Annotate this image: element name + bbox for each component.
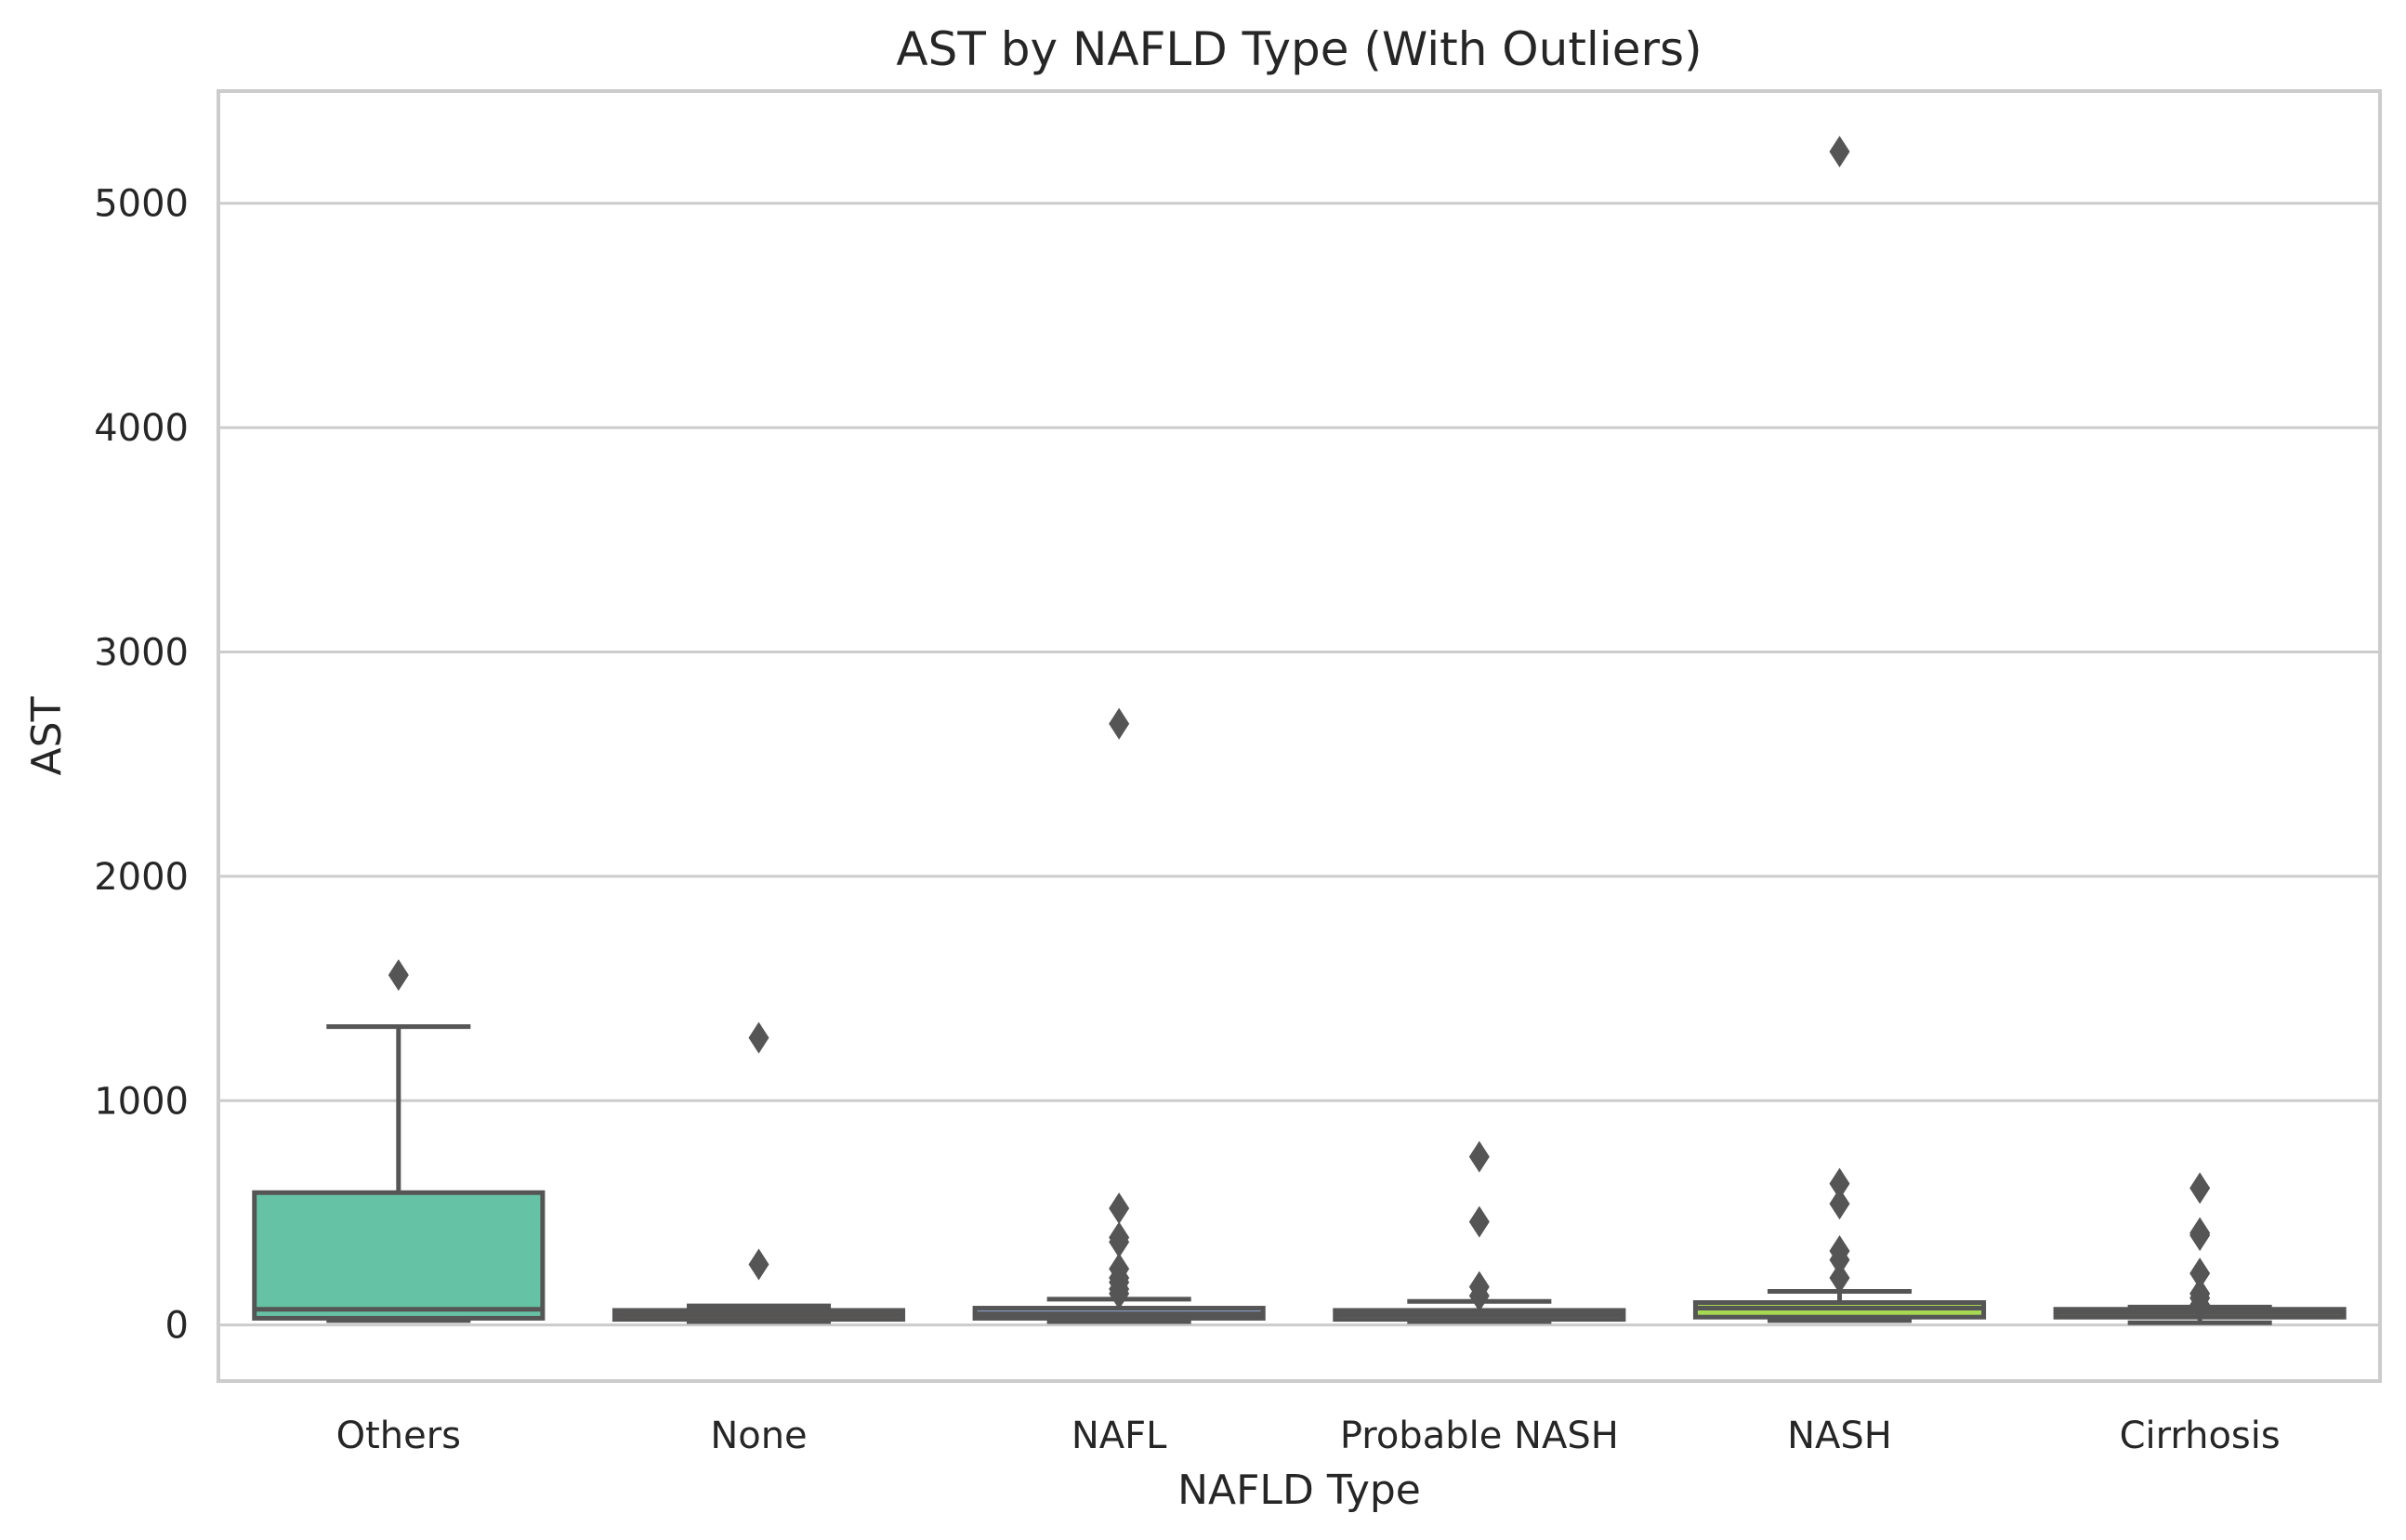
outlier-point <box>1109 1192 1130 1225</box>
outlier-point <box>748 1021 769 1054</box>
outlier-point <box>1829 1261 1850 1294</box>
outlier-point <box>1829 136 1850 168</box>
outlier-point <box>1109 1253 1130 1285</box>
x-tick-label: NAFL <box>1072 1415 1167 1457</box>
plot-frame <box>217 89 2382 1383</box>
x-axis-label: NAFLD Type <box>1177 1467 1421 1514</box>
x-tick-label: NASH <box>1787 1415 1892 1457</box>
box-group-cirrhosis <box>2053 1172 2347 1325</box>
y-axis-label: AST <box>23 696 71 775</box>
box-group-others <box>252 959 546 1323</box>
box-group-nash <box>1692 136 1987 1323</box>
outlier-point <box>1468 1270 1490 1303</box>
x-tick-label: None <box>710 1415 807 1457</box>
x-tick-labels: Others None NAFL Probable NASH NASH Cirrhosis <box>336 1415 2281 1457</box>
y-tick-label: 0 <box>165 1305 189 1348</box>
y-tick-label: 3000 <box>94 631 189 674</box>
box-group-none <box>611 1021 906 1324</box>
outlier-point <box>1109 707 1130 740</box>
outlier-point <box>1829 1188 1850 1220</box>
y-tick-label: 5000 <box>94 183 189 226</box>
box-group-probable-nash <box>1333 1140 1626 1324</box>
x-tick-label: Probable NASH <box>1340 1415 1619 1457</box>
y-tick-label: 4000 <box>94 407 189 450</box>
outlier-point <box>2189 1217 2211 1249</box>
y-tick-label: 1000 <box>94 1080 189 1123</box>
y-tick-label: 2000 <box>94 856 189 899</box>
outlier-point <box>2189 1172 2211 1204</box>
iqr-box <box>252 1190 546 1321</box>
outlier-point <box>388 959 409 992</box>
box-elements <box>252 136 2347 1325</box>
outlier-point <box>1829 1167 1850 1200</box>
y-tick-labels: 0 1000 2000 3000 4000 5000 <box>94 183 189 1348</box>
outlier-point <box>2189 1257 2211 1290</box>
outlier-point <box>1829 1234 1850 1267</box>
grid-lines <box>218 202 2380 1327</box>
outlier-point <box>1468 1205 1490 1238</box>
x-tick-label: Others <box>336 1415 461 1457</box>
outlier-point <box>1109 1221 1130 1254</box>
outlier-point <box>1468 1140 1490 1173</box>
box-group-nafl <box>972 707 1266 1324</box>
x-tick-label: Cirrhosis <box>2120 1415 2281 1457</box>
outlier-point <box>748 1248 769 1281</box>
outlier-point <box>2189 1277 2211 1310</box>
chart-title: AST by NAFLD Type (With Outliers) <box>896 22 1702 76</box>
